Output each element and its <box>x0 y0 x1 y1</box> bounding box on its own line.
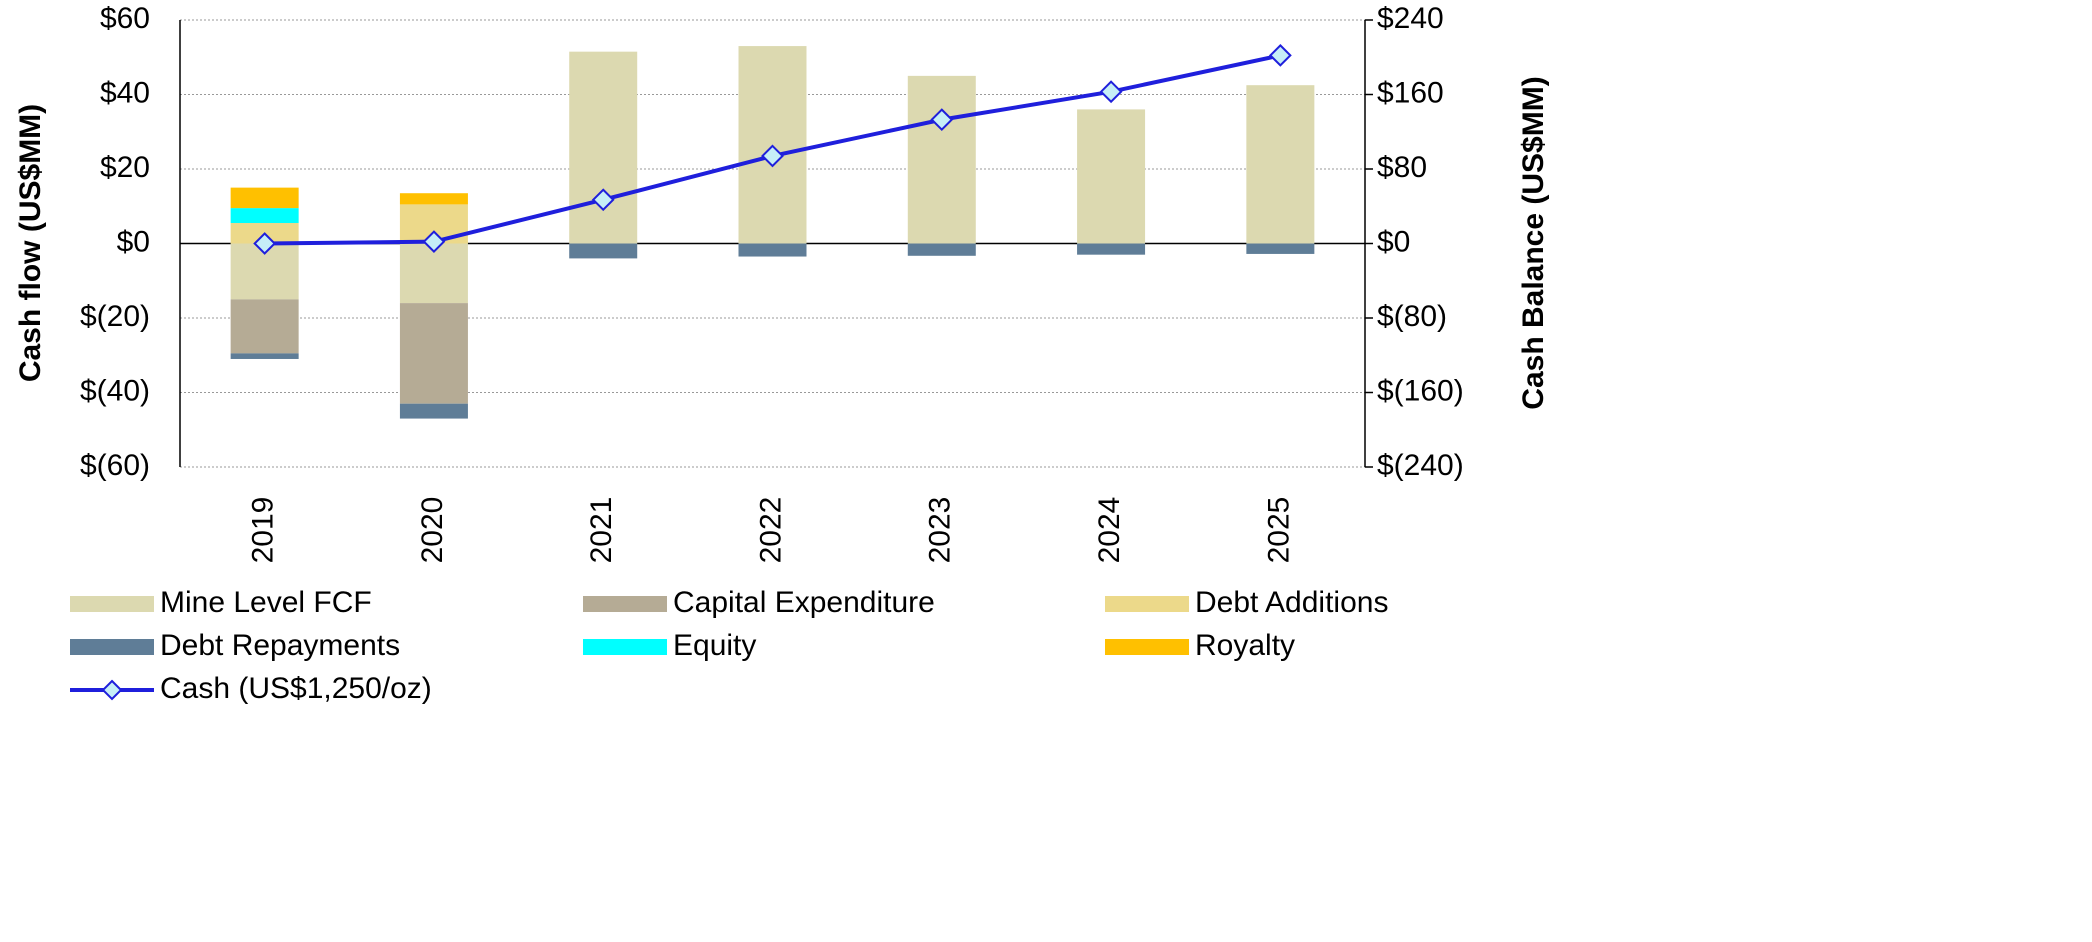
cash-marker <box>422 230 446 254</box>
x-tick-label: 2021 <box>585 497 618 564</box>
legend-swatch <box>70 639 154 655</box>
bar <box>399 193 468 205</box>
y2-tick-label: $240 <box>1377 2 1444 35</box>
x-tick-label: 2023 <box>924 497 957 564</box>
bar <box>230 208 299 224</box>
y2-tick-label: $80 <box>1377 151 1427 184</box>
legend-swatch <box>583 596 667 612</box>
legend-label: Equity <box>673 629 756 662</box>
y-tick-label: $(40) <box>80 374 150 407</box>
legend-label: Mine Level FCF <box>160 586 372 619</box>
x-tick-label: 2022 <box>754 497 787 564</box>
cash-marker <box>253 232 277 255</box>
bar <box>569 243 638 259</box>
y2-tick-label: $(240) <box>1377 449 1464 482</box>
y2-tick-label: $(160) <box>1377 374 1464 407</box>
cash-marker <box>1099 80 1123 104</box>
cash-marker <box>761 144 784 168</box>
y2-tick-label: $160 <box>1377 76 1444 109</box>
x-tick-label: 2024 <box>1093 497 1126 564</box>
x-tick-label: 2025 <box>1262 497 1295 564</box>
bar <box>1077 109 1146 244</box>
x-tick-label: 2019 <box>247 497 280 564</box>
bar <box>738 243 807 257</box>
bar <box>1077 243 1146 255</box>
y-axis-title: Cash flow (US$MM) <box>14 104 47 382</box>
cash-marker <box>591 188 615 212</box>
y-tick-label: $(20) <box>80 300 150 333</box>
y-tick-label: $20 <box>100 151 150 184</box>
y-tick-label: $0 <box>117 225 150 258</box>
y-tick-label: $(60) <box>80 449 150 482</box>
legend-swatch <box>1105 596 1189 612</box>
legend-swatch <box>583 639 667 655</box>
y2-axis-title: Cash Balance (US$MM) <box>1517 76 1550 409</box>
bar <box>399 303 468 404</box>
bar <box>230 187 299 209</box>
bar <box>230 353 299 359</box>
cash-marker <box>930 108 954 132</box>
legend-marker <box>101 679 123 701</box>
y2-tick-label: $(80) <box>1377 300 1447 333</box>
bar <box>399 243 468 304</box>
bar <box>1246 243 1315 254</box>
legend-label: Cash (US$1,250/oz) <box>160 672 432 705</box>
cash-marker <box>1268 43 1292 67</box>
y-tick-label: $40 <box>100 76 150 109</box>
bar <box>1246 85 1315 244</box>
legend-label: Debt Repayments <box>160 629 400 662</box>
legend-label: Debt Additions <box>1195 586 1388 619</box>
bar <box>399 403 468 419</box>
bar <box>569 51 638 244</box>
legend-label: Royalty <box>1195 629 1295 662</box>
y-tick-label: $60 <box>100 2 150 35</box>
x-tick-label: 2020 <box>416 497 449 564</box>
y2-tick-label: $0 <box>1377 225 1410 258</box>
legend-swatch <box>70 596 154 612</box>
bar <box>230 299 299 354</box>
bar <box>907 243 976 256</box>
legend-label: Capital Expenditure <box>673 586 935 619</box>
legend-swatch <box>1105 639 1189 655</box>
bar <box>907 75 976 244</box>
